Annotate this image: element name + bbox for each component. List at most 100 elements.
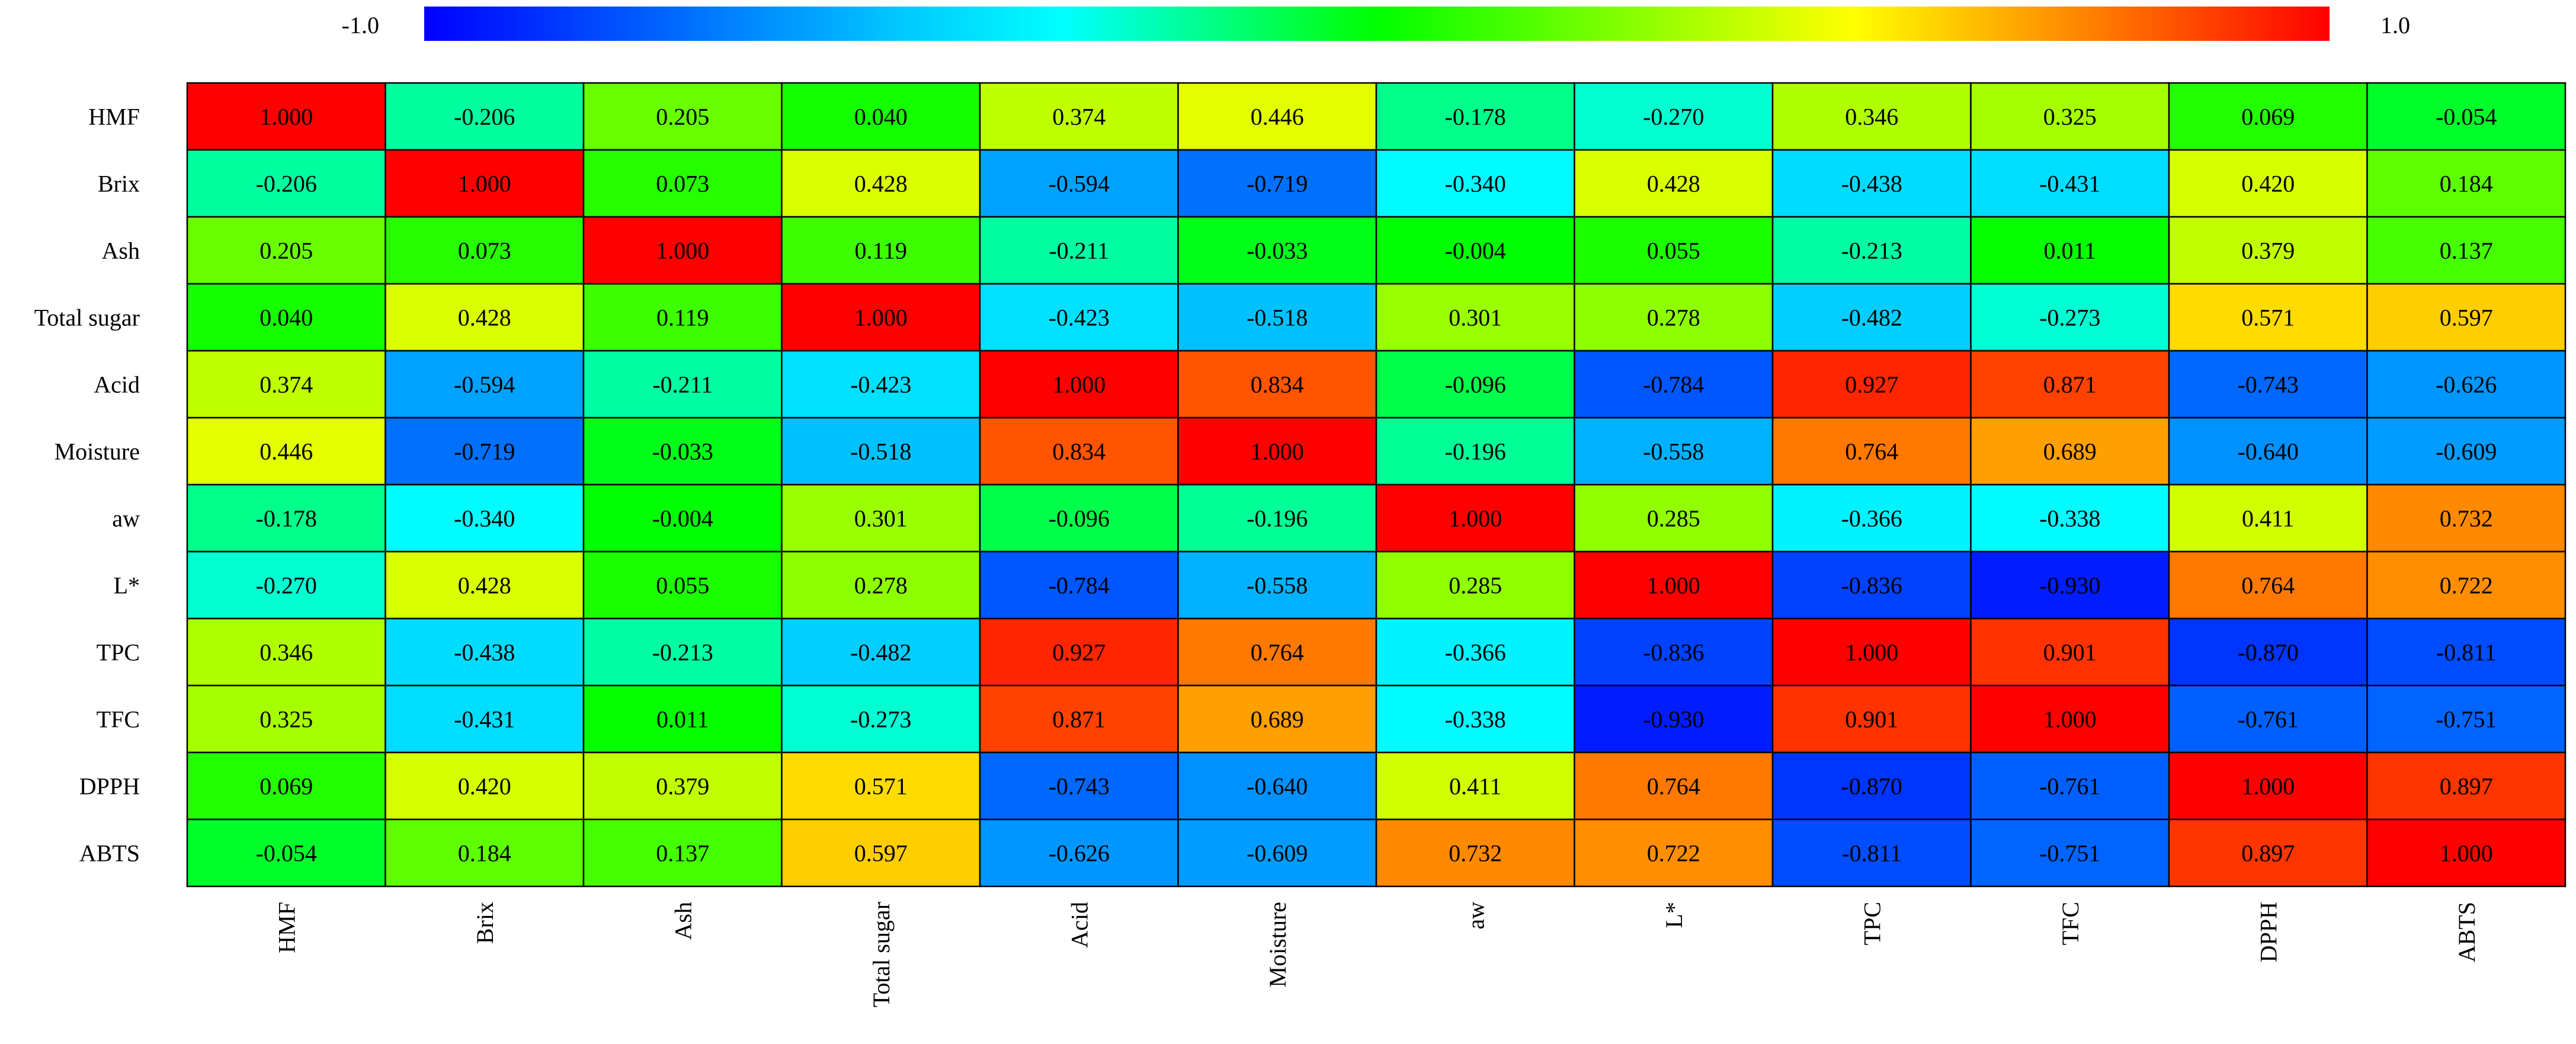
heatmap-cell-acid-moisture — [1177, 350, 1377, 419]
cell-value-label: -0.338 — [2039, 505, 2100, 532]
heatmap-cell-brix-acid — [979, 149, 1179, 218]
heatmap-cell-hmf-l — [1574, 82, 1774, 151]
cell-value-label: -0.870 — [1841, 773, 1902, 800]
heatmap-cell-abts-moisture — [1177, 818, 1377, 888]
cell-value-label: 1.000 — [656, 238, 709, 264]
heatmap-cell-ash-total-sugar — [781, 216, 981, 285]
cell-value-label: 0.571 — [2241, 305, 2295, 331]
cell-value-label: 0.119 — [656, 305, 709, 331]
heatmap-cell-dpph-brix — [385, 751, 585, 821]
heatmap-cell-l-aw — [1375, 550, 1575, 620]
heatmap-cell-ash-acid — [979, 216, 1179, 285]
cell-value-label: -0.338 — [1445, 706, 1506, 733]
heatmap-cell-aw-ash — [582, 483, 783, 553]
cell-value-label: 0.764 — [1845, 438, 1898, 465]
cell-value-label: -0.751 — [2436, 706, 2497, 733]
row-label-ash: Ash — [102, 238, 140, 264]
cell-value-label: 0.834 — [1052, 438, 1106, 465]
cell-value-label: 0.871 — [1052, 706, 1106, 733]
heatmap-cell-acid-hmf — [186, 350, 386, 419]
cell-value-label: 0.834 — [1251, 372, 1304, 398]
heatmap-cell-aw-total-sugar — [781, 483, 981, 553]
heatmap-cell-moisture-hmf — [186, 417, 386, 486]
heatmap-cell-hmf-hmf — [186, 82, 386, 151]
cell-value-label: -0.836 — [1841, 572, 1902, 599]
cell-value-label: -0.213 — [1841, 238, 1902, 264]
cell-value-label: 0.689 — [1251, 706, 1304, 733]
heatmap-cell-brix-aw — [1375, 149, 1575, 218]
cell-value-label: -0.640 — [2238, 438, 2299, 465]
heatmap-cell-tfc-tfc — [1970, 684, 2170, 754]
heatmap-cell-tfc-total-sugar — [781, 684, 981, 754]
cell-value-label: -0.751 — [2039, 840, 2100, 867]
cell-value-label: -0.004 — [652, 505, 713, 532]
column-label-dpph: DPPH — [2255, 902, 2282, 962]
cell-value-label: 0.446 — [259, 438, 313, 465]
heatmap-cell-moisture-tpc — [1771, 417, 1972, 486]
heatmap-cell-abts-ash — [582, 818, 783, 888]
cell-value-label: 0.374 — [1052, 104, 1106, 130]
heatmap-cell-dpph-total-sugar — [781, 751, 981, 821]
cell-value-label: 0.278 — [854, 572, 908, 599]
column-label-brix: Brix — [472, 902, 498, 944]
cell-value-label: -0.213 — [652, 639, 713, 666]
heatmap-cell-total-sugar-ash — [582, 283, 783, 352]
cell-value-label: -0.178 — [256, 505, 317, 532]
cell-value-label: -0.366 — [1841, 505, 1902, 532]
cell-value-label: 0.285 — [1647, 505, 1700, 532]
cell-value-label: 0.205 — [656, 104, 709, 130]
cell-value-label: -0.518 — [1247, 305, 1308, 331]
cell-value-label: 0.871 — [2043, 372, 2097, 398]
heatmap-cell-aw-tpc — [1771, 483, 1972, 553]
cell-value-label: 1.000 — [1647, 572, 1700, 599]
cell-value-label: -0.626 — [2436, 372, 2497, 398]
heatmap-cell-acid-acid — [979, 350, 1179, 419]
heatmap-cell-tpc-abts — [2366, 617, 2567, 687]
cell-value-label: -0.273 — [2039, 305, 2100, 331]
cell-value-label: -0.431 — [2039, 171, 2100, 197]
cell-value-label: 0.420 — [2241, 171, 2295, 197]
cell-value-label: 0.137 — [2440, 238, 2493, 264]
cell-value-label: -0.054 — [256, 840, 317, 867]
row-label-hmf: HMF — [88, 104, 140, 130]
cell-value-label: 1.000 — [458, 171, 511, 197]
cell-value-label: 0.689 — [2043, 438, 2097, 465]
heatmap-cell-tpc-l — [1574, 617, 1774, 687]
heatmap-cell-hmf-tfc — [1970, 82, 2170, 151]
heatmap-cell-brix-brix — [385, 149, 585, 218]
cell-value-label: 0.011 — [656, 706, 709, 733]
heatmap-cell-hmf-ash — [582, 82, 783, 151]
heatmap-cell-aw-brix — [385, 483, 585, 553]
heatmap-cell-brix-abts — [2366, 149, 2567, 218]
heatmap-cell-aw-aw — [1375, 483, 1575, 553]
cell-value-label: -0.870 — [2238, 639, 2299, 666]
heatmap-cell-dpph-l — [1574, 751, 1774, 821]
cell-value-label: 0.285 — [1449, 572, 1502, 599]
cell-value-label: 0.428 — [458, 305, 511, 331]
cell-value-label: -0.196 — [1445, 438, 1506, 465]
cell-value-label: 0.764 — [1647, 773, 1700, 800]
heatmap-cell-tpc-ash — [582, 617, 783, 687]
cell-value-label: 0.205 — [259, 238, 313, 264]
cell-value-label: 0.428 — [458, 572, 511, 599]
cell-value-label: 0.927 — [1052, 639, 1106, 666]
heatmap-cell-l-abts — [2366, 550, 2567, 620]
cell-value-label: -0.743 — [1049, 773, 1110, 800]
cell-value-label: 1.000 — [1449, 505, 1502, 532]
row-label-l: L* — [114, 572, 140, 599]
heatmap-cell-tfc-dpph — [2168, 684, 2368, 754]
column-label-acid: Acid — [1066, 902, 1092, 948]
column-label-total-sugar: Total sugar — [868, 902, 895, 1007]
cell-value-label: 1.000 — [1845, 639, 1898, 666]
colorbar-max-label: 1.0 — [2380, 12, 2410, 39]
heatmap-cell-moisture-abts — [2366, 417, 2567, 486]
cell-value-label: 0.184 — [458, 840, 511, 867]
column-label-ash: Ash — [669, 902, 696, 940]
cell-value-label: 0.597 — [854, 840, 908, 867]
row-label-dpph: DPPH — [79, 773, 140, 800]
heatmap-cell-acid-ash — [582, 350, 783, 419]
cell-value-label: 0.897 — [2241, 840, 2295, 867]
cell-value-label: -0.211 — [1049, 238, 1109, 264]
cell-value-label: 0.732 — [1449, 840, 1502, 867]
cell-value-label: -0.626 — [1049, 840, 1110, 867]
